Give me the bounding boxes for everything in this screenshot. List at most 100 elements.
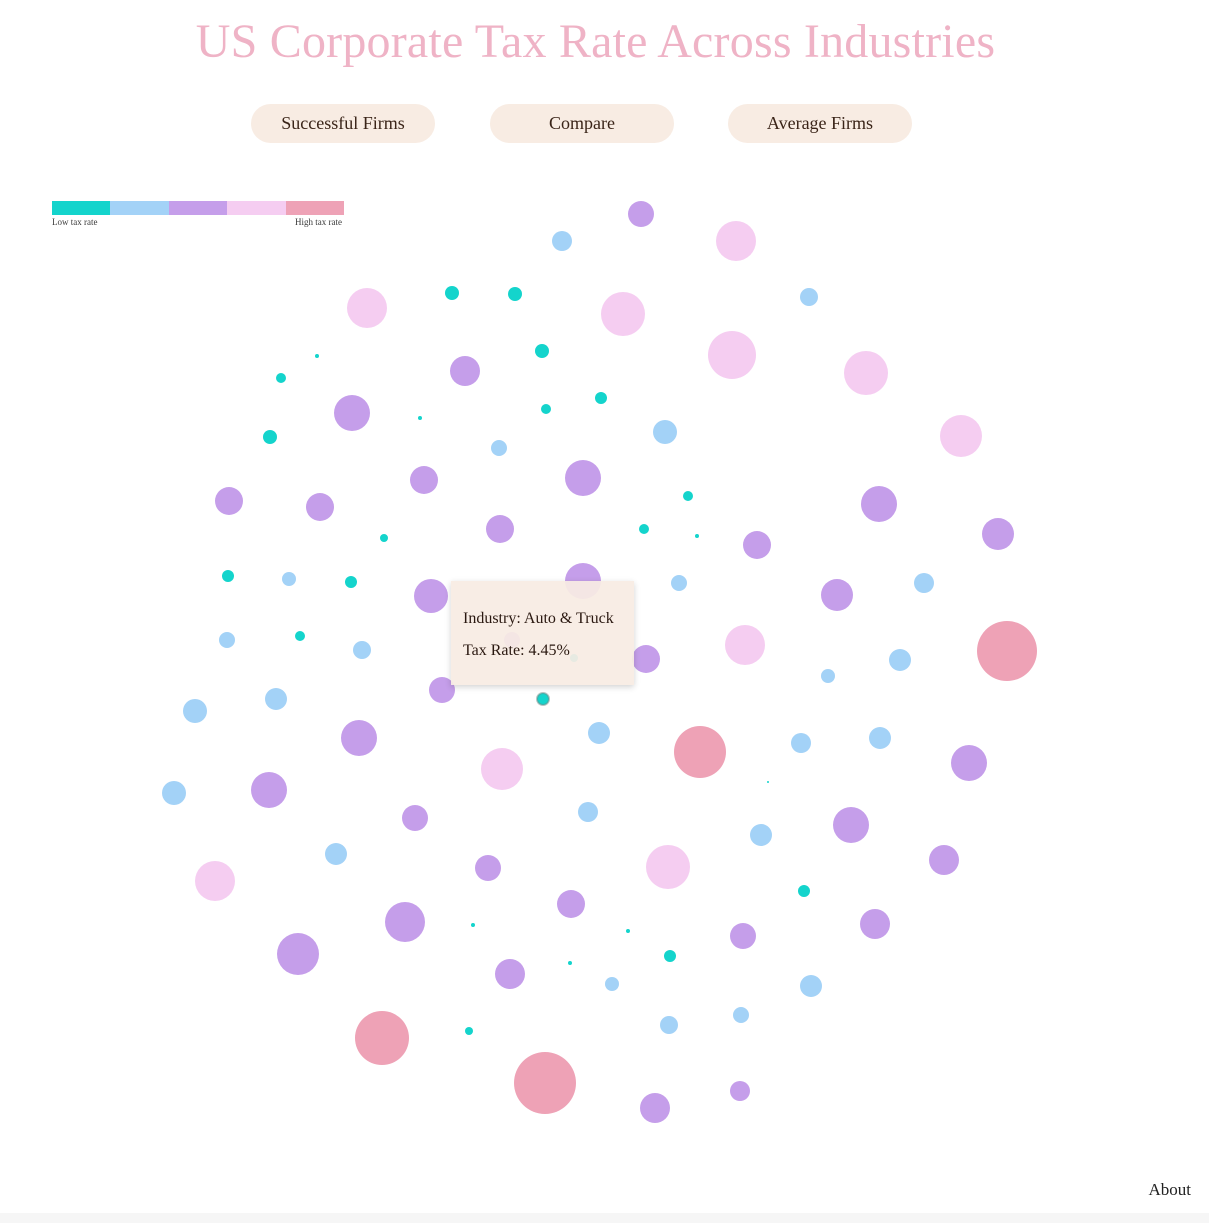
industry-bubble[interactable] [295,631,305,641]
industry-bubble[interactable] [429,677,455,703]
industry-bubble[interactable] [605,977,619,991]
industry-bubble[interactable] [640,1093,670,1123]
industry-bubble[interactable] [595,392,607,404]
industry-bubble[interactable] [334,395,370,431]
industry-bubble[interactable] [800,975,822,997]
industry-bubble[interactable] [183,699,207,723]
industry-bubble[interactable] [674,726,726,778]
industry-bubble[interactable] [219,632,235,648]
industry-bubble[interactable] [750,824,772,846]
industry-bubble[interactable] [977,621,1037,681]
industry-bubble[interactable] [821,579,853,611]
successful-firms-button[interactable]: Successful Firms [251,104,435,143]
industry-bubble[interactable] [471,923,475,927]
footer-strip [0,1213,1209,1223]
industry-bubble[interactable] [162,781,186,805]
industry-bubble[interactable] [833,807,869,843]
industry-bubble[interactable] [632,645,660,673]
industry-bubble[interactable] [325,843,347,865]
compare-button[interactable]: Compare [490,104,674,143]
industry-bubble[interactable] [514,1052,576,1114]
industry-bubble[interactable] [195,861,235,901]
industry-bubble[interactable] [730,923,756,949]
industry-bubble[interactable] [860,909,890,939]
industry-bubble[interactable] [345,576,357,588]
industry-bubble[interactable] [588,722,610,744]
industry-bubble[interactable] [982,518,1014,550]
industry-bubble[interactable] [277,933,319,975]
average-firms-button[interactable]: Average Firms [728,104,912,143]
industry-bubble[interactable] [380,534,388,542]
industry-bubble[interactable] [889,649,911,671]
industry-bubble[interactable] [601,292,645,336]
industry-bubble[interactable] [222,570,234,582]
industry-bubble[interactable] [683,491,693,501]
industry-bubble[interactable] [315,354,319,358]
industry-bubble[interactable] [341,720,377,756]
industry-bubble[interactable] [347,288,387,328]
industry-bubble[interactable] [653,420,677,444]
industry-bubble[interactable] [940,415,982,457]
industry-bubble[interactable] [671,575,687,591]
industry-bubble[interactable] [475,855,501,881]
industry-bubble[interactable] [869,727,891,749]
industry-bubble[interactable] [730,1081,750,1101]
industry-bubble[interactable] [639,524,649,534]
industry-bubble[interactable] [914,573,934,593]
industry-bubble[interactable] [578,802,598,822]
industry-bubble[interactable] [733,1007,749,1023]
industry-bubble[interactable] [664,950,676,962]
industry-bubble[interactable] [465,1027,473,1035]
industry-bubble[interactable] [716,221,756,261]
industry-bubble[interactable] [265,688,287,710]
industry-bubble[interactable] [495,959,525,989]
industry-bubble[interactable] [491,440,507,456]
industry-bubble[interactable] [821,669,835,683]
industry-bubble[interactable] [951,745,987,781]
industry-bubble[interactable] [251,772,287,808]
industry-bubble[interactable] [276,373,286,383]
industry-bubble[interactable] [565,460,601,496]
industry-bubble[interactable] [798,885,810,897]
industry-bubble[interactable] [844,351,888,395]
industry-bubble[interactable] [929,845,959,875]
industry-bubble[interactable] [861,486,897,522]
industry-bubble[interactable] [402,805,428,831]
industry-bubble[interactable] [486,515,514,543]
industry-bubble[interactable] [450,356,480,386]
industry-bubble[interactable] [353,641,371,659]
industry-bubble[interactable] [695,534,699,538]
highlighted-industry-bubble[interactable] [536,692,550,706]
industry-bubble[interactable] [215,487,243,515]
industry-bubble[interactable] [385,902,425,942]
industry-bubble[interactable] [445,286,459,300]
industry-bubble[interactable] [743,531,771,559]
industry-bubble[interactable] [481,748,523,790]
industry-bubble[interactable] [628,201,654,227]
industry-bubble[interactable] [791,733,811,753]
industry-bubble[interactable] [355,1011,409,1065]
industry-bubble[interactable] [646,845,690,889]
legend-color-bar [52,201,345,215]
industry-bubble[interactable] [557,890,585,918]
industry-bubble[interactable] [708,331,756,379]
industry-bubble[interactable] [767,781,769,783]
industry-bubble[interactable] [535,344,549,358]
industry-bubble[interactable] [552,231,572,251]
industry-bubble[interactable] [418,416,422,420]
industry-bubble[interactable] [568,961,572,965]
about-link[interactable]: About [1148,1180,1192,1199]
industry-bubble[interactable] [282,572,296,586]
legend-high-label: High tax rate [295,217,342,227]
industry-bubble[interactable] [725,625,765,665]
industry-bubble[interactable] [508,287,522,301]
industry-bubble[interactable] [800,288,818,306]
industry-bubble[interactable] [660,1016,678,1034]
industry-bubble[interactable] [263,430,277,444]
industry-bubble[interactable] [410,466,438,494]
industry-bubble[interactable] [626,929,630,933]
industry-bubble[interactable] [541,404,551,414]
industry-bubble[interactable] [414,579,448,613]
industry-bubble[interactable] [306,493,334,521]
